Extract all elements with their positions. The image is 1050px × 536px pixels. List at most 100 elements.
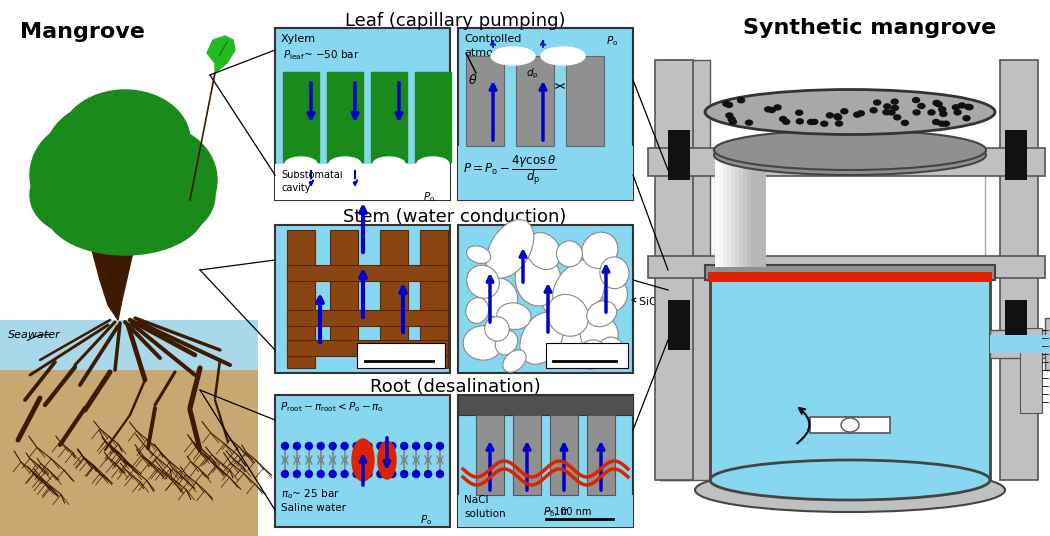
Ellipse shape: [854, 112, 861, 117]
Bar: [739, 155, 754, 267]
Ellipse shape: [578, 340, 607, 369]
Ellipse shape: [388, 443, 396, 450]
Ellipse shape: [552, 259, 608, 316]
Bar: [330, 230, 358, 348]
Ellipse shape: [807, 120, 815, 124]
Bar: [660, 60, 710, 480]
Ellipse shape: [728, 117, 735, 122]
Text: atmosphere: atmosphere: [464, 48, 531, 58]
Ellipse shape: [581, 316, 618, 353]
Ellipse shape: [891, 106, 899, 110]
Ellipse shape: [891, 99, 898, 104]
Text: Xylem: Xylem: [281, 34, 316, 44]
Ellipse shape: [94, 155, 205, 245]
Ellipse shape: [466, 297, 488, 323]
Ellipse shape: [894, 115, 901, 120]
Ellipse shape: [582, 232, 617, 269]
Text: Controlled: Controlled: [464, 34, 522, 44]
Bar: [287, 310, 448, 326]
Ellipse shape: [918, 103, 925, 108]
Ellipse shape: [939, 107, 946, 112]
Ellipse shape: [503, 350, 526, 373]
Bar: [550, 415, 578, 495]
Ellipse shape: [480, 278, 518, 318]
Ellipse shape: [932, 120, 940, 124]
Ellipse shape: [826, 113, 834, 118]
Bar: [1005, 130, 1027, 180]
Ellipse shape: [306, 443, 312, 450]
Text: cavity: cavity: [281, 183, 311, 193]
Text: Leaf (capillary pumping): Leaf (capillary pumping): [344, 12, 565, 30]
Ellipse shape: [341, 471, 349, 478]
Bar: [708, 272, 992, 282]
Ellipse shape: [883, 110, 890, 115]
Ellipse shape: [413, 471, 420, 478]
Bar: [287, 340, 448, 356]
Ellipse shape: [486, 220, 533, 278]
Bar: [287, 265, 448, 281]
Text: $P_{\rm o}$: $P_{\rm o}$: [606, 34, 618, 48]
Ellipse shape: [353, 471, 360, 478]
Ellipse shape: [556, 241, 583, 267]
Ellipse shape: [587, 301, 616, 327]
Bar: [0, 370, 258, 536]
Text: $d_{\rm p}$: $d_{\rm p}$: [526, 66, 539, 81]
Ellipse shape: [695, 468, 1005, 512]
Ellipse shape: [936, 102, 942, 107]
Ellipse shape: [603, 279, 628, 311]
Ellipse shape: [730, 120, 736, 124]
Ellipse shape: [796, 110, 802, 115]
Ellipse shape: [963, 116, 970, 121]
Ellipse shape: [769, 108, 775, 113]
Ellipse shape: [401, 471, 407, 478]
Ellipse shape: [466, 265, 500, 299]
Text: ~10 $\mu$m: ~10 $\mu$m: [553, 345, 593, 359]
Ellipse shape: [352, 439, 374, 481]
Ellipse shape: [943, 121, 949, 126]
Ellipse shape: [330, 443, 336, 450]
Bar: [1005, 300, 1027, 350]
Text: Saline water: Saline water: [281, 503, 346, 513]
Text: $\theta$: $\theta$: [468, 73, 478, 87]
Ellipse shape: [737, 98, 744, 103]
Ellipse shape: [928, 110, 934, 115]
Bar: [466, 56, 504, 146]
Ellipse shape: [520, 312, 564, 364]
Text: $P=P_{\rm o}-\dfrac{4\gamma\cos\theta}{d_{\rm p}}$: $P=P_{\rm o}-\dfrac{4\gamma\cos\theta}{d…: [463, 153, 556, 187]
Ellipse shape: [596, 337, 625, 368]
Bar: [990, 330, 1050, 358]
Ellipse shape: [811, 120, 818, 124]
Ellipse shape: [884, 104, 890, 109]
Text: Seawater: Seawater: [8, 330, 61, 340]
Ellipse shape: [796, 119, 803, 124]
Ellipse shape: [841, 418, 859, 432]
Bar: [513, 415, 541, 495]
Bar: [458, 495, 633, 527]
Ellipse shape: [526, 233, 561, 270]
Ellipse shape: [726, 113, 733, 118]
Ellipse shape: [874, 100, 881, 105]
Bar: [715, 155, 730, 267]
Text: $\pi_{\rm o}$~ 25 bar: $\pi_{\rm o}$~ 25 bar: [281, 487, 340, 501]
Ellipse shape: [912, 98, 920, 102]
Text: $P_{\rm leaf}$~ $-$50 bar: $P_{\rm leaf}$~ $-$50 bar: [284, 48, 359, 62]
Bar: [735, 155, 750, 267]
Bar: [275, 395, 450, 527]
Ellipse shape: [901, 121, 908, 125]
Bar: [546, 343, 628, 368]
Ellipse shape: [516, 253, 561, 306]
Ellipse shape: [329, 157, 361, 171]
Bar: [0, 320, 258, 370]
Ellipse shape: [317, 443, 324, 450]
Polygon shape: [207, 36, 235, 73]
Text: Stem (water conduction): Stem (water conduction): [343, 208, 567, 226]
Ellipse shape: [93, 125, 217, 235]
Bar: [710, 270, 990, 480]
Text: $P_{\rm root}-\pi_{\rm root}<P_{\rm o}-\pi_{\rm o}$: $P_{\rm root}-\pi_{\rm root}<P_{\rm o}-\…: [280, 400, 384, 414]
Text: Substomatal: Substomatal: [281, 170, 342, 180]
Text: Mangrove: Mangrove: [20, 22, 145, 42]
Ellipse shape: [317, 471, 324, 478]
Ellipse shape: [341, 443, 349, 450]
Bar: [566, 56, 604, 146]
Bar: [275, 28, 450, 200]
